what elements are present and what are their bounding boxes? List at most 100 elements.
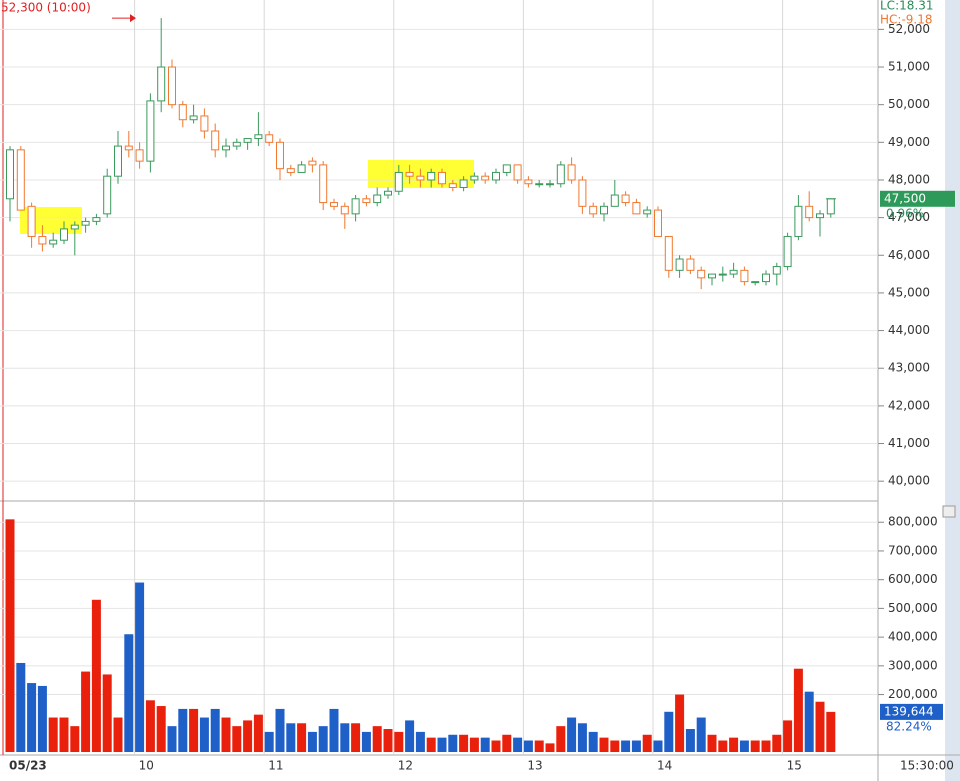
candle-body [60, 228, 68, 241]
candle-body [340, 205, 349, 215]
volume-bar [394, 731, 404, 752]
candle-body [38, 235, 47, 245]
candle-body [621, 194, 630, 204]
volume-bar [448, 734, 458, 752]
volume-bar [81, 671, 91, 752]
volume-bar [383, 729, 393, 752]
x-tick-label: 15 [787, 759, 802, 773]
candle-body [319, 164, 328, 204]
volume-bar [232, 726, 242, 752]
candle-body [438, 171, 446, 185]
y-tick-label: 50,000 [888, 97, 930, 111]
volume-bar [750, 740, 760, 752]
y-tick-label: 500,000 [888, 601, 938, 615]
y-tick-label: 47,000 [888, 210, 930, 224]
volume-bar [405, 720, 415, 752]
volume-bar [685, 729, 695, 752]
volume-bar [59, 717, 69, 752]
volume-bar [361, 731, 371, 752]
candle-body [772, 266, 781, 275]
candle-body [697, 269, 706, 279]
candle-body [168, 66, 176, 106]
candle-body [686, 258, 695, 271]
volume-bar [577, 723, 587, 752]
candle-body [103, 175, 112, 215]
volume-bar [124, 634, 134, 752]
candle-body [729, 269, 738, 275]
volume-bar [426, 737, 436, 752]
y-tick-label: 49,000 [888, 135, 930, 149]
candle-body [567, 164, 576, 181]
candle-body [654, 209, 662, 237]
volume-bar [534, 740, 544, 752]
candle-body [254, 134, 263, 140]
volume-bar [372, 726, 382, 752]
candle-body [189, 115, 198, 121]
candle-body [308, 160, 317, 166]
volume-bar [480, 737, 490, 752]
volume-bar [307, 731, 317, 752]
candle-body [16, 149, 25, 211]
last-price-box [880, 190, 955, 207]
candle-body [124, 145, 133, 151]
last-volume-box [880, 703, 943, 720]
candle-body [708, 273, 716, 279]
y-tick-label: 400,000 [888, 630, 938, 644]
volume-bar [804, 691, 814, 752]
y-tick-label: 600,000 [888, 572, 938, 586]
y-tick-label: 45,000 [888, 285, 930, 299]
volume-bar [329, 708, 339, 752]
y-tick-label: 43,000 [888, 361, 930, 375]
candle-body [589, 205, 598, 215]
volume-bar [253, 714, 263, 752]
y-tick-label: 700,000 [888, 543, 938, 557]
volume-bar [113, 717, 123, 752]
candle-body [546, 183, 554, 186]
volume-bar [761, 740, 771, 752]
candle-body [394, 171, 403, 192]
candle-body [232, 141, 241, 147]
candle-body [448, 183, 457, 188]
candle-body [427, 171, 436, 181]
candle-body [675, 258, 684, 271]
candle-body [524, 179, 533, 185]
volume-bar [16, 662, 26, 752]
candle-body [222, 145, 230, 151]
volume-bar [275, 708, 285, 752]
volume-bar [264, 731, 274, 752]
candle-body [405, 171, 414, 177]
candle-body [330, 202, 338, 207]
time-label: 15:30:00 [900, 759, 954, 773]
close-button[interactable] [942, 505, 956, 518]
candle-body [600, 205, 608, 215]
volume-bar [502, 734, 512, 752]
candle-body [718, 273, 727, 276]
volume-bar [189, 708, 199, 752]
x-tick-label: 13 [527, 759, 542, 773]
volume-bar [48, 717, 58, 752]
x-tick-label: 11 [268, 759, 283, 773]
volume-bar [826, 711, 836, 752]
volume-bar [91, 599, 101, 752]
candle-body [805, 205, 814, 219]
y-tick-label: 40,000 [888, 474, 930, 488]
volume-bar [415, 731, 425, 752]
volume-bar [739, 740, 749, 752]
axis-edge [945, 0, 960, 781]
candle-body [276, 141, 284, 170]
candle-body [416, 175, 425, 181]
candle-body [794, 205, 803, 237]
y-tick-label: 200,000 [888, 687, 938, 701]
candle-body [81, 220, 90, 226]
volume-bar [167, 726, 177, 752]
y-tick-label: 44,000 [888, 323, 930, 337]
volume-bar [772, 734, 782, 752]
y-tick-label: 42,000 [888, 398, 930, 412]
candle-body [351, 198, 360, 215]
volume-bar [145, 700, 155, 752]
ratio-label: 82.24% [886, 719, 932, 733]
volume-bar [70, 726, 80, 752]
candle-body [502, 164, 511, 173]
candle-body [27, 205, 36, 237]
candle-body [92, 217, 101, 222]
